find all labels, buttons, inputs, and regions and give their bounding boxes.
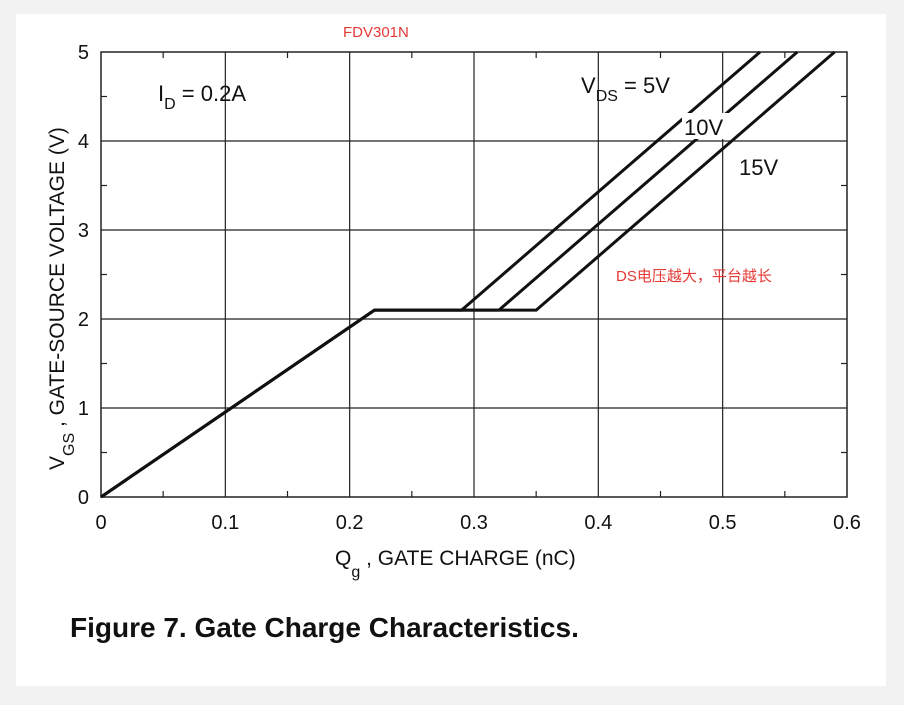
x-tick-label: 0.6 (833, 512, 861, 534)
series-lines (100, 50, 836, 499)
x-tick-labels: 0 0.1 0.2 0.3 0.4 0.5 0.6 (95, 512, 860, 534)
x-tick-label: 0.5 (709, 512, 737, 534)
y-tick-label: 3 (78, 220, 89, 242)
label-10v-background (682, 113, 732, 139)
condition-label: ID = 0.2A (158, 81, 246, 113)
series-label-15v: 15V (739, 155, 778, 180)
y-tick-label: 1 (78, 398, 89, 420)
y-tick-labels: 0 1 2 3 4 5 (78, 42, 89, 509)
minor-ticks (101, 52, 847, 497)
part-number-note: FDV301N (343, 24, 409, 41)
y-tick-label: 2 (78, 309, 89, 331)
x-tick-label: 0.4 (584, 512, 612, 534)
y-tick-label: 5 (78, 42, 89, 64)
figure-card (16, 14, 886, 686)
x-tick-label: 0.1 (211, 512, 239, 534)
y-axis-label: VGS , GATE-SOURCE VOLTAGE (V) (46, 127, 78, 470)
x-tick-label: 0 (95, 512, 106, 534)
series-line-15v (100, 50, 836, 499)
x-tick-label: 0.3 (460, 512, 488, 534)
series-label-10v: 10V (684, 115, 723, 140)
figure-caption: Figure 7. Gate Charge Characteristics. (70, 612, 579, 643)
y-tick-label: 4 (78, 131, 89, 153)
x-axis-label: Qg , GATE CHARGE (nC) (335, 547, 576, 581)
series-label-5v: VDS = 5V (581, 73, 670, 105)
x-tick-label: 0.2 (336, 512, 364, 534)
remark-note: DS电压越大，平台越长 (616, 268, 772, 285)
grid (101, 52, 847, 497)
y-tick-label: 0 (78, 487, 89, 509)
